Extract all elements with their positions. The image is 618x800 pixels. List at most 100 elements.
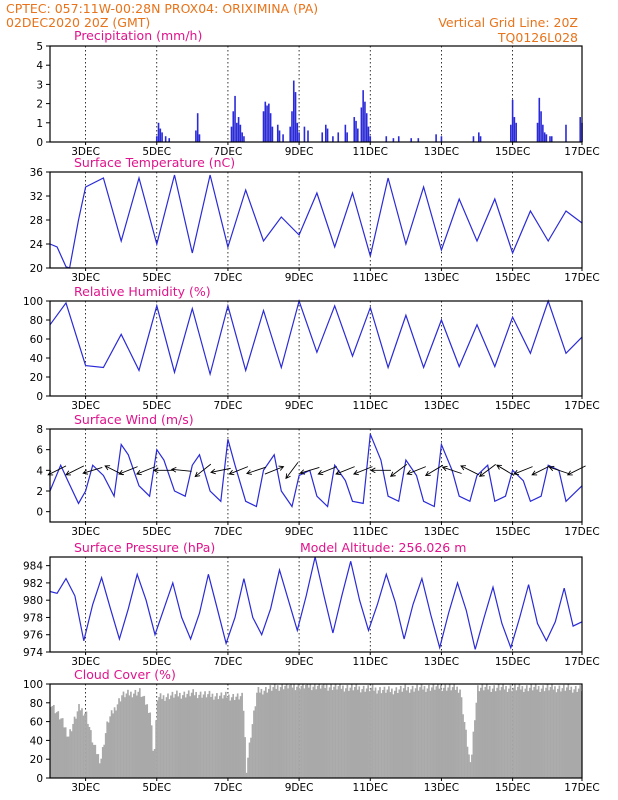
precip-bar [266, 105, 268, 142]
precip-bar [198, 134, 201, 142]
cloud-bar [444, 684, 447, 778]
cloud-bar [487, 689, 490, 778]
x-tick-label: 9DEC [285, 146, 314, 158]
cloud-bar [143, 695, 146, 778]
cloud-bar [184, 697, 187, 778]
cloud-bar [100, 758, 103, 778]
cloud-bar [192, 689, 195, 778]
x-tick-label: 7DEC [214, 656, 243, 668]
cloud-bar [413, 691, 415, 778]
precip-bar [513, 117, 516, 142]
panel-title-wind: Surface Wind (m/s) [74, 412, 194, 427]
y-tick-label: 4 [36, 465, 43, 477]
cloud-bar [496, 687, 498, 778]
wind-arrow [65, 465, 85, 476]
x-tick-label: 17DEC [564, 656, 599, 668]
cloud-bar [247, 757, 249, 778]
cloud-bar [345, 688, 347, 778]
cloud-bar [278, 690, 281, 778]
cloud-bar [371, 684, 374, 778]
cloud-bar [213, 699, 215, 778]
precip-bar [538, 97, 541, 142]
precip-bar [324, 124, 327, 142]
x-tick-label: 13DEC [424, 400, 459, 412]
cloud-bar [399, 685, 402, 778]
cloud-bar [503, 689, 506, 778]
cloud-bar [490, 691, 493, 778]
cloud-bar [61, 718, 64, 778]
cloud-bar [460, 697, 463, 778]
wind-arrow [370, 467, 391, 474]
cloud-bar [312, 686, 315, 778]
cloud-bar [85, 711, 88, 778]
cloud-bar [441, 691, 444, 778]
cloud-bar [300, 685, 303, 778]
cloud-bar [176, 690, 178, 778]
cloud-bar [385, 692, 387, 778]
y-tick-label: 60 [30, 717, 43, 729]
cloud-bar [101, 747, 104, 778]
cloud-bar [260, 688, 263, 778]
cloud-bar [73, 716, 76, 778]
cloud-bar [453, 684, 455, 778]
series-line-pressure [49, 556, 583, 651]
x-tick-label: 13DEC [424, 146, 459, 158]
cloud-bar [439, 685, 442, 778]
cloud-bar [266, 692, 269, 778]
cloud-bar [429, 690, 432, 778]
precip-bar [479, 136, 482, 142]
cloud-bar [457, 692, 460, 778]
cloud-bar [331, 690, 334, 778]
cloud-bar [164, 700, 166, 778]
y-tick-label: 36 [30, 167, 44, 179]
x-tick-label: 11DEC [353, 526, 388, 538]
y-tick-label: 8 [36, 424, 43, 436]
cloud-bar [343, 691, 346, 778]
cloud-bar [238, 699, 240, 778]
cloud-bar [500, 686, 503, 778]
cloud-bar [373, 690, 375, 778]
cloud-bar [51, 705, 54, 778]
precip-bar [291, 111, 293, 142]
cloud-bar [107, 722, 110, 778]
precip-bar [410, 138, 412, 142]
cloud-bar [469, 762, 472, 778]
cloud-bar [405, 690, 408, 778]
cloud-bar [95, 754, 98, 778]
cloud-bar [267, 688, 270, 778]
cloud-bar [567, 684, 570, 778]
cloud-bar [226, 697, 229, 778]
cloud-bar [560, 691, 562, 778]
x-tick-label: 5DEC [142, 526, 171, 538]
cloud-bar [379, 687, 381, 778]
cloud-bar [55, 712, 58, 778]
cloud-bar [170, 695, 172, 778]
cloud-bar [334, 684, 337, 778]
cloud-bar [119, 701, 122, 778]
cloud-bar [493, 685, 496, 778]
cloud-bar [434, 689, 436, 778]
cloud-bar [232, 693, 235, 778]
cloud-bar [518, 684, 521, 778]
cloud-bar [454, 689, 457, 778]
cloud-bar [52, 704, 55, 778]
cloud-bar [352, 690, 355, 778]
cloud-bar [254, 706, 257, 778]
cloud-bar [227, 694, 230, 778]
y-tick-label: 0 [36, 137, 43, 149]
cloud-bar [356, 689, 359, 778]
y-tick-label: 20 [30, 754, 43, 766]
cloud-bar [177, 696, 180, 778]
cloud-bar [75, 718, 77, 778]
cloud-bar [241, 692, 243, 778]
cloud-bar [465, 729, 467, 778]
cloud-bar [88, 727, 91, 778]
precip-bar [545, 134, 548, 142]
cloud-bar [198, 694, 200, 778]
cloud-bar [106, 721, 109, 778]
wind-arrow [135, 466, 156, 476]
precip-bar [161, 132, 163, 142]
cloud-bar [223, 695, 226, 778]
wind-arrow [299, 467, 320, 475]
precip-bar [268, 103, 270, 142]
